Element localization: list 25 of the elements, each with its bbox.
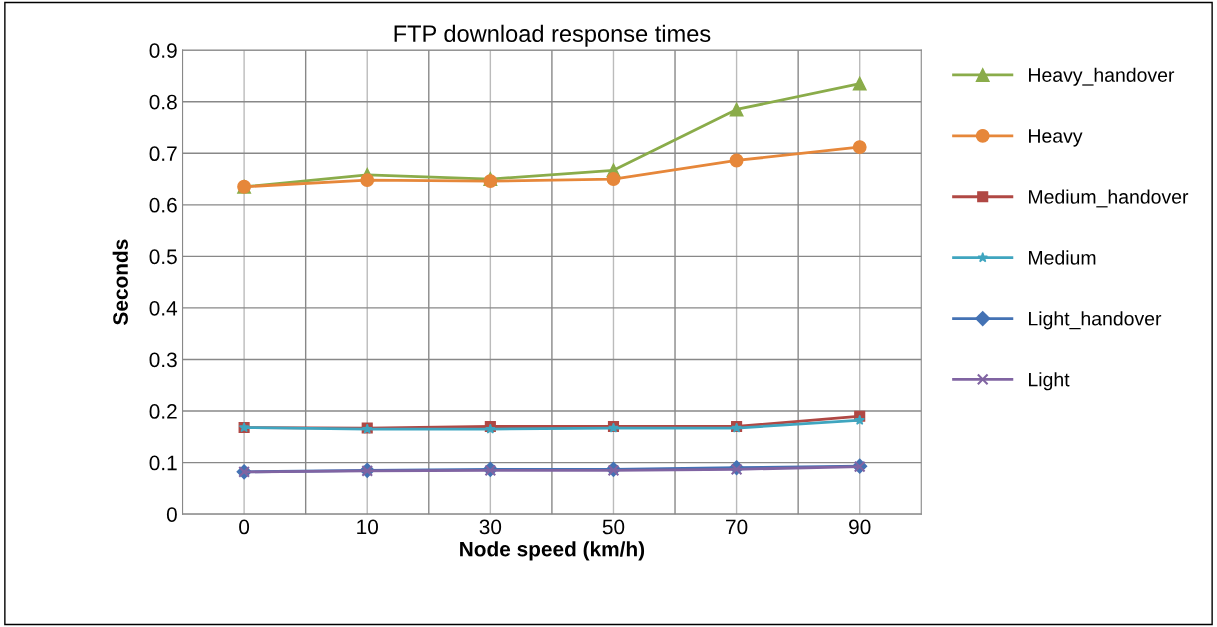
y-tick-label: 0 xyxy=(166,507,177,522)
y-tick-label: 0.4 xyxy=(149,300,178,316)
y-tick-label: 0.7 xyxy=(149,146,177,162)
chart-title: FTP download response times xyxy=(394,24,711,47)
legend-label: Light xyxy=(1029,372,1070,391)
y-tick-label: 0.3 xyxy=(149,352,177,368)
x-tick-label: 10 xyxy=(357,519,378,535)
x-tick-label: 30 xyxy=(479,519,502,535)
x-tick-label: 0 xyxy=(239,519,250,535)
x-tick-label: 90 xyxy=(849,519,871,535)
y-tick-label: 0.8 xyxy=(149,94,177,110)
y-tick-label: 0.2 xyxy=(149,404,177,419)
x-axis-title: Node speed (km/h) xyxy=(460,541,645,561)
y-tick-label: 0.6 xyxy=(149,197,177,213)
y-axis-title: Seconds xyxy=(112,239,128,325)
legend-label: Heavy xyxy=(1029,129,1083,147)
x-tick-label: 70 xyxy=(726,519,748,535)
legend-label: Medium_handover xyxy=(1029,189,1189,208)
legend-label: Medium xyxy=(1029,250,1096,265)
legend-label: Heavy_handover xyxy=(1029,67,1175,86)
legend-label: Light_handover xyxy=(1029,311,1162,330)
x-tick-label: 50 xyxy=(602,519,625,535)
y-tick-label: 0.9 xyxy=(149,43,177,58)
y-tick-label: 0.5 xyxy=(149,249,177,265)
y-tick-label: 0.1 xyxy=(149,455,177,471)
